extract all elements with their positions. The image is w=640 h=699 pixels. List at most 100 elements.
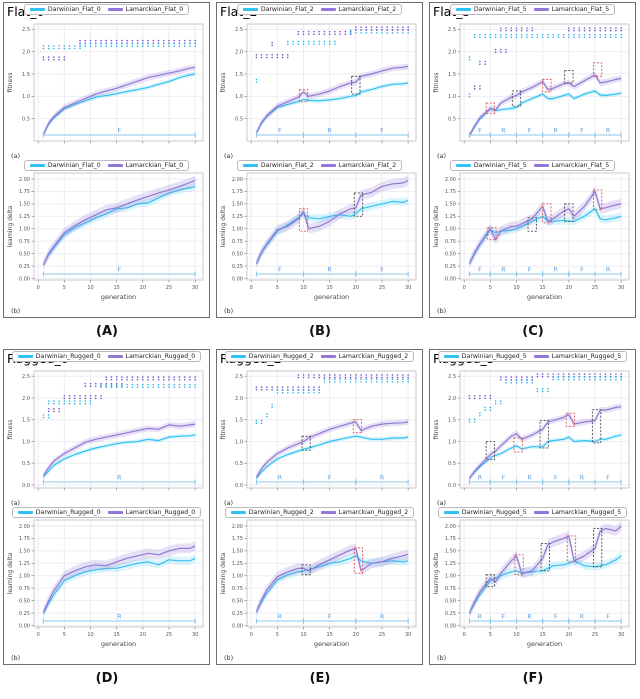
- svg-text:0.75: 0.75: [19, 586, 30, 592]
- panel-caption: (D): [95, 671, 119, 686]
- darwinian-significance-marker: [526, 33, 528, 36]
- darwinian-significance-marker: [583, 33, 586, 36]
- darwinian-significance-marker: [89, 42, 92, 45]
- darwinian-significance-marker: [473, 418, 476, 421]
- darwinian-significance-marker: [68, 45, 71, 47]
- svg-text:0.50: 0.50: [19, 251, 30, 257]
- lamarckian-significance-marker: [402, 374, 404, 376]
- lamarckian-significance-marker: [334, 30, 336, 33]
- legend-label: Darwinian_Flat_2: [260, 162, 314, 169]
- darwinian-significance-marker: [287, 40, 289, 43]
- legend: Darwinian_Flat_0 Lamarckian_Flat_0: [23, 4, 190, 15]
- legend-label: Darwinian_Flat_5: [473, 6, 527, 13]
- lamarckian-significance-marker: [515, 376, 518, 378]
- legend: Darwinian_Flat_2 Lamarckian_Flat_2: [236, 160, 403, 171]
- svg-text:2.00: 2.00: [445, 524, 456, 530]
- darwinian-significance-marker: [407, 378, 409, 381]
- lamarckian-line: [255, 547, 409, 613]
- figure-column: Flat_0Darwinian_Flat_0Lamarckian_Flat_0F…: [3, 2, 211, 341]
- darwinian-significance-marker: [609, 376, 612, 378]
- lamarckian-line: [468, 190, 622, 264]
- svg-text:2.5: 2.5: [448, 374, 456, 380]
- legend: Darwinian_Flat_2 Lamarckian_Flat_2: [236, 4, 403, 15]
- darwinian-significance-marker: [307, 40, 310, 43]
- panel-caption: (B): [309, 324, 331, 339]
- lamarckian-band: [43, 421, 196, 479]
- darwinian-significance-marker: [531, 379, 534, 381]
- highlight-rect-red: [298, 208, 309, 232]
- lamarckian-significance-marker: [115, 376, 118, 378]
- figure-column: Rugged_0Darwinian_Rugged_0Lamarckian_Rug…: [3, 349, 211, 688]
- darwinian-significance-marker: [620, 33, 622, 36]
- darwinian-significance-marker: [276, 389, 279, 391]
- legend-item-lamarckian: Lamarckian_Rugged_0: [107, 509, 195, 516]
- darwinian-band: [469, 551, 622, 617]
- darwinian-significance-marker: [381, 378, 383, 381]
- panel-caption: (C): [522, 324, 544, 339]
- x-axis-label: generation: [527, 640, 562, 648]
- y-axis-label: fitness: [220, 73, 227, 93]
- svg-text:20: 20: [353, 285, 359, 291]
- darwinian-significance-marker: [510, 379, 513, 381]
- darwinian-significance-marker: [547, 33, 549, 36]
- subplot-label: (a): [224, 499, 233, 507]
- svg-text:0.25: 0.25: [19, 264, 30, 270]
- darwinian-line: [42, 73, 196, 135]
- lamarckian-significance-marker: [375, 26, 378, 28]
- legend: Darwinian_Flat_5 Lamarckian_Flat_5: [449, 160, 616, 171]
- darwinian-significance-marker: [121, 383, 123, 386]
- lamarckian-band: [43, 64, 196, 138]
- legend-item-darwinian: Darwinian_Rugged_0: [17, 509, 101, 516]
- lamarckian-significance-marker: [355, 26, 357, 28]
- svg-text:0.50: 0.50: [19, 598, 30, 604]
- svg-text:10: 10: [300, 632, 306, 638]
- lamarckian-significance-marker: [53, 408, 55, 410]
- highlight-rect-black: [301, 564, 311, 576]
- highlight-rect-red: [513, 437, 523, 453]
- subplot-label: (a): [11, 152, 20, 160]
- lamarckian-significance-marker: [307, 374, 310, 376]
- lamarckian-significance-marker: [115, 39, 118, 42]
- legend-item-darwinian: Darwinian_Rugged_5: [443, 353, 527, 360]
- darwinian-significance-marker: [79, 42, 81, 45]
- lamarckian-significance-marker: [162, 39, 165, 42]
- svg-text:0.5: 0.5: [235, 116, 243, 122]
- darwinian-significance-marker: [391, 378, 394, 381]
- darwinian-significance-marker: [271, 403, 273, 406]
- lamarckian-band: [256, 63, 409, 137]
- darwinian-line-swatch: [443, 355, 459, 358]
- darwinian-significance-marker: [84, 42, 87, 45]
- svg-text:2.5: 2.5: [448, 27, 456, 33]
- legend-item-lamarckian: Lamarckian_Rugged_2: [320, 509, 408, 516]
- darwinian-significance-marker: [58, 400, 60, 402]
- darwinian-significance-marker: [297, 40, 300, 43]
- lamarckian-significance-marker: [323, 374, 326, 376]
- figure-column: Rugged_2Darwinian_Rugged_2Lamarckian_Rug…: [216, 349, 424, 688]
- darwinian-significance-marker: [588, 376, 591, 378]
- y-axis-label: learning delta: [433, 552, 440, 594]
- lamarckian-significance-marker: [136, 376, 139, 378]
- darwinian-significance-marker: [115, 383, 118, 386]
- darwinian-significance-marker: [615, 376, 617, 378]
- darwinian-significance-marker: [178, 383, 181, 386]
- darwinian-significance-marker: [266, 413, 268, 415]
- darwinian-significance-marker: [541, 33, 544, 36]
- darwinian-significance-marker: [173, 42, 176, 45]
- phase-label: F: [554, 475, 558, 482]
- darwinian-line-swatch: [29, 8, 45, 11]
- svg-text:2.5: 2.5: [235, 374, 243, 380]
- panel-Rugged_0: Rugged_0Darwinian_Rugged_0Lamarckian_Rug…: [3, 349, 210, 665]
- lamarckian-significance-marker: [594, 27, 596, 29]
- svg-text:2.5: 2.5: [22, 27, 30, 33]
- phase-label: R: [606, 267, 611, 274]
- lamarckian-significance-marker: [568, 27, 570, 29]
- darwinian-significance-marker: [568, 33, 570, 36]
- darwinian-significance-marker: [468, 93, 471, 95]
- subplot-label: (a): [437, 152, 446, 160]
- svg-text:15: 15: [326, 632, 332, 638]
- darwinian-significance-marker: [297, 389, 300, 391]
- darwinian-significance-marker: [620, 376, 622, 378]
- darwinian-band: [43, 71, 196, 137]
- svg-text:2.00: 2.00: [19, 177, 30, 183]
- lamarckian-significance-marker: [494, 48, 497, 51]
